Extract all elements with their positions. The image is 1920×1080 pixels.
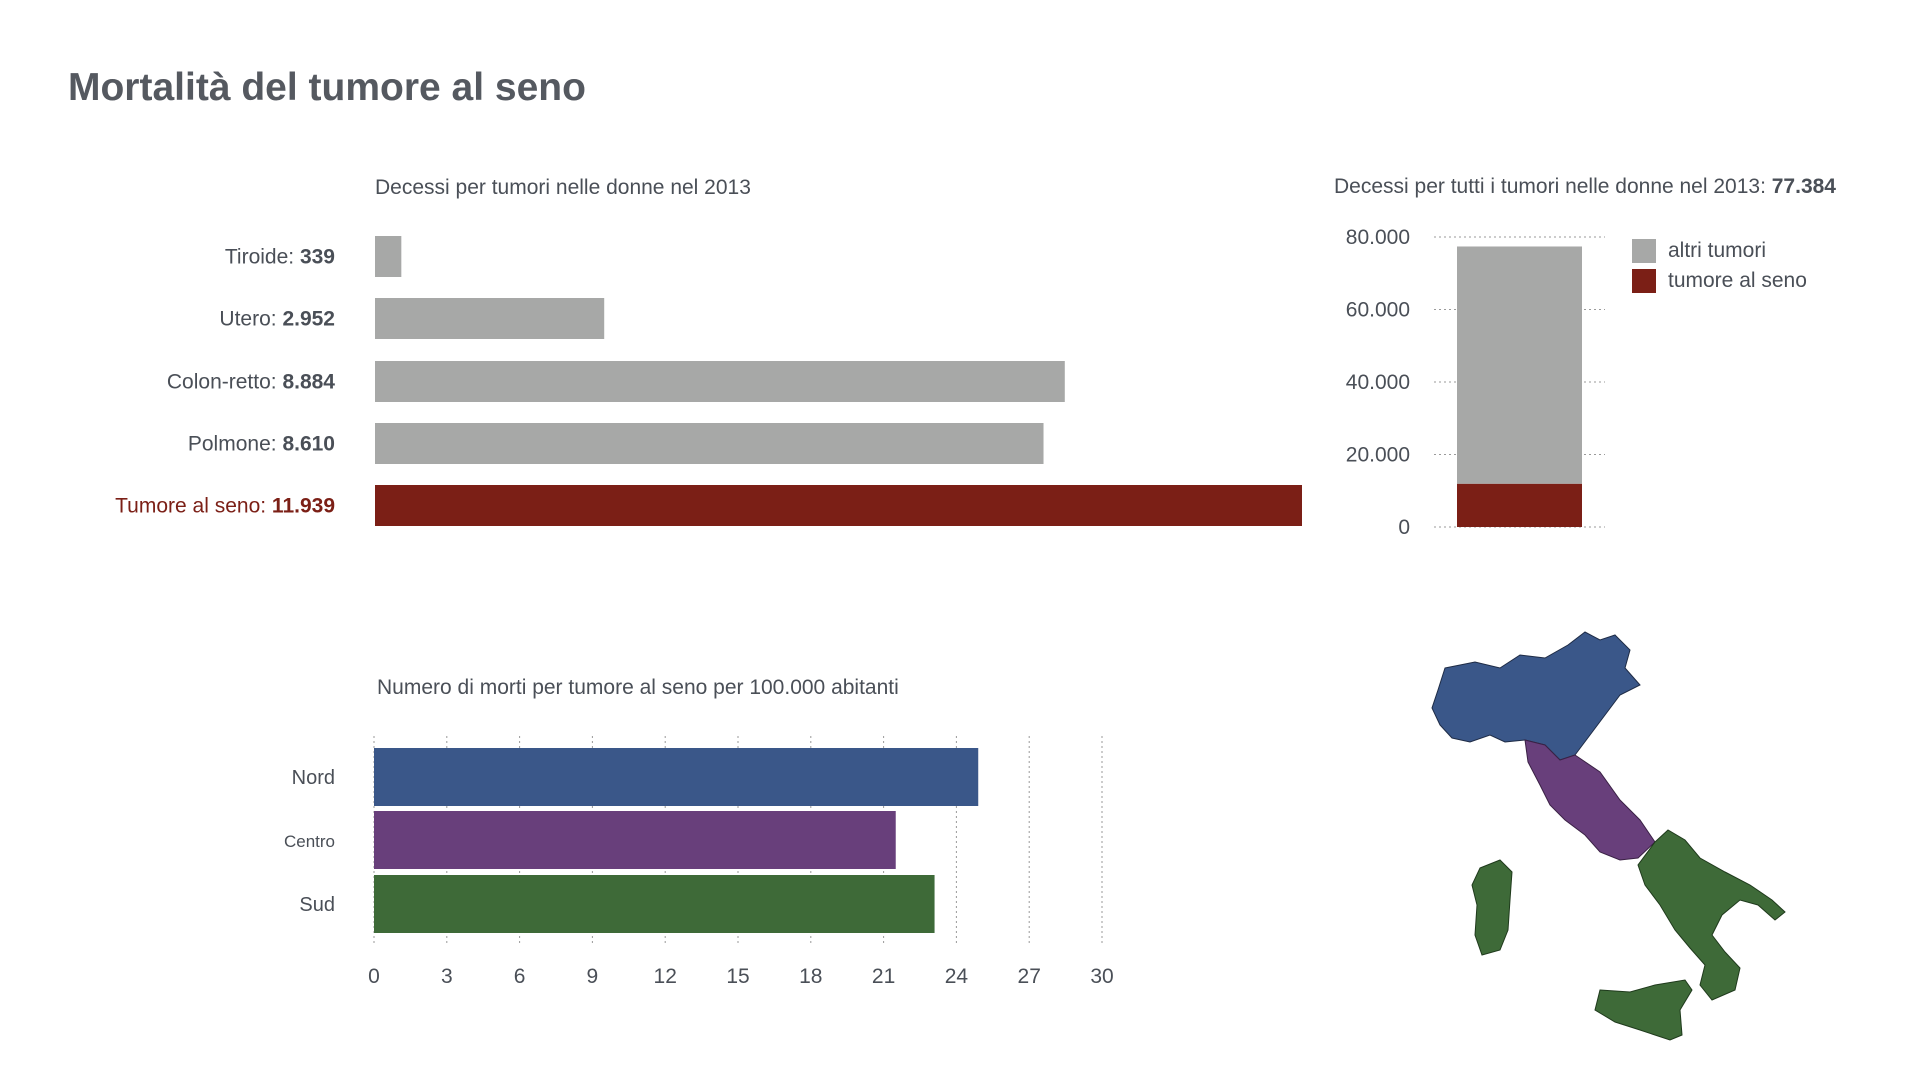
stacked-chart-legend: altri tumori tumore al seno xyxy=(1632,236,1807,296)
x-tick-label: 21 xyxy=(872,965,895,988)
y-tick-label: 0 xyxy=(1398,516,1410,539)
x-tick-label: 15 xyxy=(726,965,749,988)
y-tick-label: 60.000 xyxy=(1346,299,1410,322)
category-label: Sud xyxy=(299,894,335,916)
bar-label: Polmone: 8.610 xyxy=(188,433,335,456)
page-title: Mortalità del tumore al seno xyxy=(68,66,586,109)
y-tick-label: 40.000 xyxy=(1346,371,1410,394)
chart3-title: Numero di morti per tumore al seno per 1… xyxy=(377,676,899,699)
bar-centro xyxy=(374,811,896,869)
bar-nord xyxy=(374,748,979,806)
bar-colon-retto-bar xyxy=(375,361,1065,402)
stacked-segment-altri-tumori xyxy=(1457,246,1582,484)
x-tick-label: 9 xyxy=(587,965,599,988)
legend-item-altri-tumori: altri tumori xyxy=(1632,236,1807,266)
bar-polmone-bar xyxy=(375,423,1044,464)
y-tick-label: 80.000 xyxy=(1346,226,1410,249)
bar-label: Tiroide: 339 xyxy=(225,246,335,269)
x-tick-label: 24 xyxy=(945,965,969,988)
x-tick-label: 18 xyxy=(799,965,822,988)
chart2-title: Decessi per tutti i tumori nelle donne n… xyxy=(1334,175,1836,198)
legend-swatch xyxy=(1632,269,1656,293)
x-tick-label: 12 xyxy=(654,965,677,988)
x-tick-label: 30 xyxy=(1090,965,1113,988)
bar-tiroide-bar xyxy=(375,236,402,277)
legend-label: tumore al seno xyxy=(1668,269,1807,292)
bar-label: Colon-retto: 8.884 xyxy=(167,371,335,394)
bar-label: Utero: 2.952 xyxy=(219,308,335,331)
category-label: Nord xyxy=(292,767,335,789)
x-tick-label: 0 xyxy=(368,965,380,988)
chart1-title: Decessi per tumori nelle donne nel 2013 xyxy=(375,176,751,199)
bar-tumore-al-seno-bar xyxy=(375,485,1302,526)
x-tick-label: 27 xyxy=(1018,965,1041,988)
legend-swatch xyxy=(1632,239,1656,263)
y-tick-label: 20.000 xyxy=(1346,444,1410,467)
legend-item-tumore-al-seno: tumore al seno xyxy=(1632,266,1807,296)
bar-utero-bar xyxy=(375,298,605,339)
stacked-segment-tumore-al-seno xyxy=(1457,483,1582,527)
x-tick-label: 6 xyxy=(514,965,526,988)
legend-label: altri tumori xyxy=(1668,239,1767,262)
bar-label: Tumore al seno: 11.939 xyxy=(115,495,335,518)
bar-sud xyxy=(374,875,935,933)
x-tick-label: 3 xyxy=(441,965,453,988)
category-label: Centro xyxy=(284,832,335,851)
